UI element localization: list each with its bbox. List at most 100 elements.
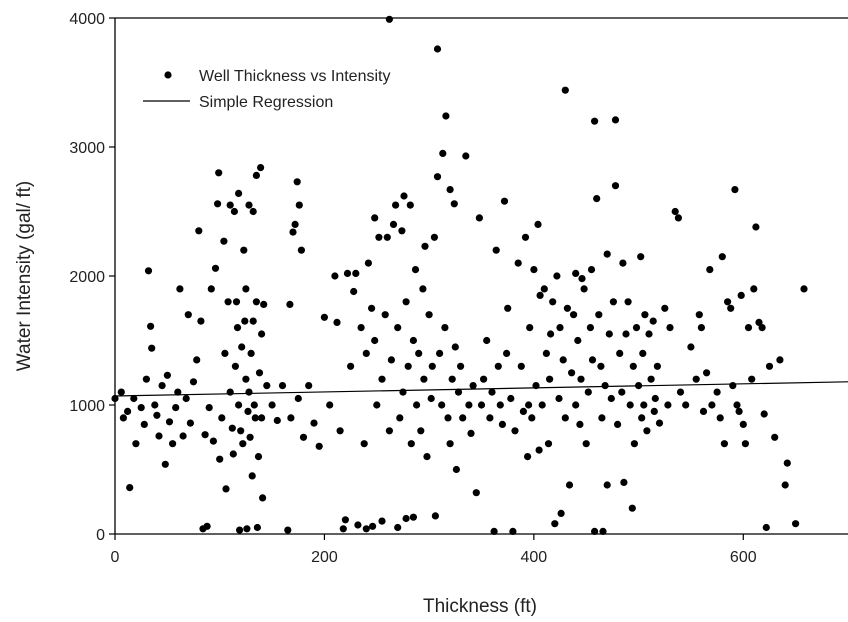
data-point [124, 407, 132, 415]
data-point [381, 311, 389, 319]
data-point [144, 267, 153, 275]
data-point [629, 362, 637, 370]
data-point [396, 414, 404, 422]
data-point [163, 371, 171, 379]
data-point [197, 317, 205, 325]
data-point [540, 285, 548, 293]
data-point [179, 432, 187, 440]
data-point [776, 356, 784, 364]
data-point [588, 356, 597, 364]
data-point [695, 311, 703, 319]
data-point [184, 311, 192, 319]
data-point [598, 414, 606, 422]
data-point [248, 472, 256, 480]
data-point [257, 164, 265, 172]
data-point [703, 369, 711, 377]
data-point [229, 450, 237, 458]
data-point [507, 394, 515, 403]
data-point [195, 227, 203, 235]
data-point [609, 298, 618, 306]
data-point [536, 291, 544, 299]
data-point [383, 233, 391, 241]
data-point [486, 414, 494, 422]
data-point [140, 420, 148, 428]
data-point [587, 266, 596, 274]
data-point [605, 330, 613, 338]
data-point [352, 269, 360, 277]
data-point [420, 375, 428, 383]
data-point [727, 304, 735, 312]
data-point [551, 520, 559, 528]
data-point [755, 318, 763, 326]
data-point [371, 214, 379, 222]
data-point [216, 455, 224, 463]
data-point [519, 407, 528, 415]
data-point [752, 223, 760, 231]
data-point [720, 440, 729, 448]
data-point [576, 420, 584, 428]
data-point [620, 478, 628, 486]
data-point [603, 481, 611, 489]
data-point [428, 362, 436, 370]
data-point [343, 269, 352, 277]
data-point [448, 375, 456, 383]
data-point [641, 311, 649, 319]
data-point [297, 246, 305, 254]
data-point [676, 388, 685, 396]
data-point [362, 349, 370, 357]
data-point [611, 182, 620, 190]
data-point [624, 298, 632, 306]
data-point [207, 285, 215, 293]
data-point [547, 330, 555, 338]
data-point [203, 522, 211, 530]
data-point [241, 317, 249, 325]
data-point [189, 378, 198, 386]
x-tick-label: 0 [111, 549, 120, 566]
data-point [218, 414, 226, 422]
data-point [741, 440, 750, 448]
data-point [671, 207, 679, 216]
data-point [783, 459, 791, 467]
y-tick-label: 0 [96, 527, 105, 544]
data-point [205, 404, 213, 412]
data-point [593, 195, 601, 203]
data-point [147, 322, 155, 330]
data-point [699, 407, 708, 415]
data-point [511, 427, 519, 435]
data-point [655, 419, 664, 427]
data-point [555, 394, 563, 403]
data-point [385, 15, 393, 23]
data-point [737, 291, 745, 299]
data-point [535, 446, 543, 454]
data-point [305, 382, 313, 390]
data-point [692, 375, 700, 383]
data-point [500, 197, 509, 205]
data-point [640, 401, 648, 409]
data-point [653, 362, 662, 370]
data-point [451, 343, 459, 351]
data-point [339, 525, 347, 533]
data-point [472, 489, 480, 497]
data-point [580, 285, 588, 293]
data-point [687, 343, 695, 351]
data-point [251, 414, 259, 422]
data-point [385, 427, 393, 435]
data-point [582, 440, 590, 448]
legend-scatter-label: Well Thickness vs Intensity [199, 68, 390, 85]
data-point [153, 411, 161, 419]
data-point [409, 513, 417, 521]
data-point [387, 356, 395, 364]
data-point [490, 527, 498, 536]
data-point [407, 440, 415, 448]
data-point [287, 414, 295, 422]
data-point [561, 86, 569, 94]
data-point [132, 440, 140, 448]
data-point [561, 414, 569, 422]
data-point [158, 382, 166, 390]
data-point [378, 375, 386, 383]
legend: Well Thickness vs Intensity Simple Regre… [143, 68, 390, 111]
data-point [369, 522, 377, 530]
data-point [530, 266, 538, 274]
y-tick-label: 4000 [69, 11, 105, 28]
data-point [438, 401, 446, 409]
